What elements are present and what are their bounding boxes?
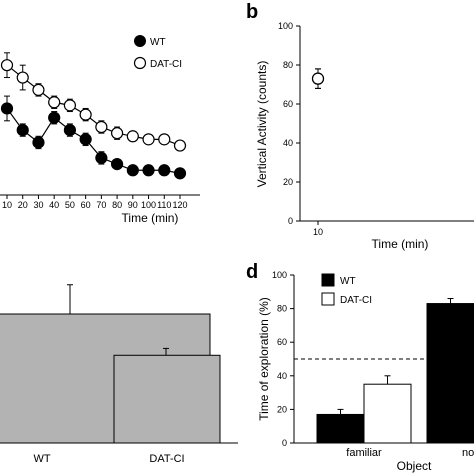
data-point-wt — [142, 164, 155, 177]
panel-d-legend: WT DAT-CI — [321, 273, 372, 306]
data-point-datci — [173, 139, 187, 152]
data-point-datci — [95, 120, 108, 134]
legend-d-wt-swatch — [321, 273, 335, 287]
panel-a-legend: WT DAT-CI — [133, 35, 182, 70]
panel-b: b 0 20 40 60 80 100 10 Time (min) Vertical Ac… — [246, 1, 474, 251]
data-point-datci — [142, 133, 155, 146]
legend-d-datci-label: DAT-CI — [340, 295, 372, 306]
category-label-wt: WT — [33, 453, 50, 465]
data-point-wt — [95, 151, 108, 165]
y-tick-label: 100 — [272, 270, 287, 280]
data-point-datci — [110, 127, 124, 140]
data-point-datci — [79, 108, 92, 121]
panel-a-x-label: Time (min) — [122, 211, 179, 225]
x-tick-label: 90 — [128, 200, 138, 210]
x-tick-label: 40 — [49, 200, 59, 210]
legend-d-wt-label: WT — [340, 276, 356, 287]
category-label-familiar: familiar — [346, 447, 382, 459]
legend-wt-label: WT — [150, 37, 166, 48]
data-point-wt — [126, 164, 139, 177]
y-tick-label: 40 — [277, 371, 287, 381]
y-tick-label: 40 — [283, 138, 293, 148]
x-tick-label: 10 — [313, 227, 323, 237]
data-point-datci — [158, 133, 171, 146]
x-tick-label: 120 — [172, 200, 187, 210]
y-tick-label: 20 — [277, 404, 287, 414]
data-point-wt — [158, 164, 171, 177]
panel-d: d 0 20 40 60 80 100 familiar no Object Time of… — [246, 261, 474, 473]
data-point-wt — [63, 123, 77, 137]
panel-d-x-label: Object — [397, 459, 432, 473]
data-point-wt — [79, 133, 92, 146]
x-tick-label: 80 — [112, 200, 122, 210]
legend-datci-label: DAT-CI — [150, 59, 182, 70]
y-tick-label: 60 — [283, 99, 293, 109]
data-point-wt — [32, 136, 45, 149]
category-label-datci: DAT-CI — [149, 453, 184, 465]
bar-wt-novel — [426, 303, 474, 444]
x-tick-label: 50 — [65, 200, 75, 210]
legend-wt-marker — [134, 35, 146, 47]
data-point-datci — [126, 130, 139, 143]
bar-wt-familiar — [316, 413, 365, 444]
y-tick-label: 0 — [282, 438, 287, 448]
data-point-wt — [173, 167, 187, 180]
y-tick-label: 60 — [277, 337, 287, 347]
data-point-wt — [110, 157, 124, 171]
data-point-wt — [16, 123, 29, 137]
y-tick-label: 20 — [283, 177, 293, 187]
panel-d-y-label: Time of exploration (%) — [257, 297, 271, 421]
data-point-datci — [63, 99, 77, 112]
panel-b-x-label: Time (min) — [372, 237, 429, 251]
panel-d-letter: d — [246, 261, 258, 283]
y-tick-label: 0 — [288, 216, 293, 226]
x-tick-label: 10 — [2, 200, 12, 210]
series-line-datci — [6, 64, 181, 147]
legend-datci-marker — [133, 56, 147, 70]
bar-datci — [113, 354, 221, 444]
panel-a: 10 20 30 40 50 60 70 80 90 100 110 120 Time (min) W… — [0, 35, 200, 225]
y-tick-label: 80 — [277, 304, 287, 314]
x-tick-label: 100 — [141, 200, 156, 210]
x-tick-label: 20 — [18, 200, 28, 210]
data-point-datci — [48, 96, 61, 109]
y-tick-label: 80 — [283, 60, 293, 70]
data-point-datci — [16, 71, 29, 84]
legend-d-datci-swatch — [321, 292, 335, 306]
data-point-datci — [311, 72, 325, 85]
y-tick-label: 100 — [278, 21, 293, 31]
panel-b-y-label: Vertical Activity (counts) — [255, 61, 269, 188]
x-tick-label: 30 — [33, 200, 43, 210]
x-tick-label: 110 — [157, 200, 171, 210]
category-label-novel: no — [462, 447, 474, 459]
panel-b-letter: b — [246, 1, 258, 23]
panel-c: WT DAT-CI — [0, 284, 238, 465]
data-point-wt — [0, 102, 14, 115]
data-point-datci — [32, 83, 45, 97]
data-point-datci — [0, 59, 14, 72]
x-tick-label: 60 — [81, 200, 91, 210]
x-tick-label: 70 — [96, 200, 106, 210]
bar-datci-familiar — [363, 383, 412, 444]
data-point-wt — [48, 111, 61, 124]
